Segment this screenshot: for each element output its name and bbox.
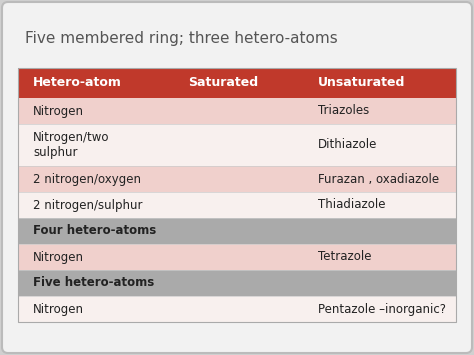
Text: 2 nitrogen/sulphur: 2 nitrogen/sulphur <box>33 198 143 212</box>
Text: Saturated: Saturated <box>188 76 258 89</box>
Text: 2 nitrogen/oxygen: 2 nitrogen/oxygen <box>33 173 141 186</box>
Text: Nitrogen: Nitrogen <box>33 302 84 316</box>
Text: Four hetero-atoms: Four hetero-atoms <box>33 224 156 237</box>
Text: Dithiazole: Dithiazole <box>318 138 377 152</box>
Text: Unsaturated: Unsaturated <box>318 76 405 89</box>
Bar <box>18 218 456 244</box>
Bar <box>18 166 456 192</box>
Text: Nitrogen/two
sulphur: Nitrogen/two sulphur <box>33 131 109 159</box>
Bar <box>18 192 456 218</box>
Bar <box>18 68 456 322</box>
Bar <box>18 244 456 270</box>
Text: Tetrazole: Tetrazole <box>318 251 372 263</box>
Bar <box>18 68 456 98</box>
Bar <box>18 98 456 124</box>
Text: Furazan , oxadiazole: Furazan , oxadiazole <box>318 173 439 186</box>
Text: Pentazole –inorganic?: Pentazole –inorganic? <box>318 302 446 316</box>
Text: Nitrogen: Nitrogen <box>33 251 84 263</box>
Bar <box>18 296 456 322</box>
Text: Five membered ring; three hetero-atoms: Five membered ring; three hetero-atoms <box>25 31 338 45</box>
Text: Hetero-atom: Hetero-atom <box>33 76 122 89</box>
Text: Thiadiazole: Thiadiazole <box>318 198 385 212</box>
Text: Triazoles: Triazoles <box>318 104 369 118</box>
Text: Five hetero-atoms: Five hetero-atoms <box>33 277 154 289</box>
Bar <box>18 124 456 166</box>
Text: Nitrogen: Nitrogen <box>33 104 84 118</box>
Bar <box>18 270 456 296</box>
